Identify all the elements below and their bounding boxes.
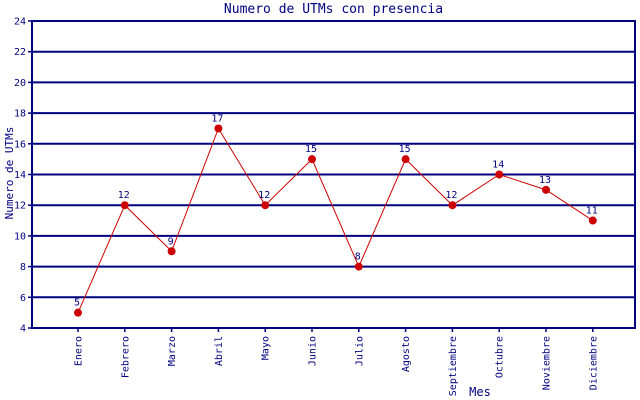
- x-tick-label: Septiembre: [448, 336, 459, 396]
- x-tick-label: Mayo: [261, 336, 272, 360]
- y-tick-label: 12: [14, 201, 26, 212]
- y-tick-label: 4: [20, 324, 26, 335]
- data-line: [77, 127, 594, 313]
- data-point-label: 14: [492, 160, 504, 171]
- x-tick-label: Febrero: [120, 336, 131, 378]
- y-tick-label: 6: [20, 293, 26, 304]
- data-point-label: 12: [258, 190, 270, 201]
- grid-lines: [32, 50, 635, 299]
- data-point-marker: [120, 201, 129, 210]
- x-tick-label: Abril: [214, 336, 225, 366]
- chart-title: Numero de UTMs con presencia: [223, 2, 444, 17]
- y-tick-label: 8: [20, 262, 26, 273]
- x-tick-label: Noviembre: [542, 336, 553, 390]
- y-axis-title: Numero de UTMs: [3, 126, 16, 220]
- x-axis-title: Mes: [469, 385, 491, 399]
- data-point-marker: [542, 185, 550, 194]
- y-tick-label: 14: [14, 170, 26, 181]
- y-tick-label: 18: [14, 109, 26, 120]
- data-point-marker: [167, 247, 176, 256]
- data-point-label: 9: [168, 236, 174, 247]
- data-point-label: 17: [211, 113, 223, 124]
- data-point-label: 15: [305, 144, 317, 155]
- y-tick-label: 20: [14, 78, 26, 89]
- data-point-label: 5: [74, 298, 80, 309]
- data-point-label: 15: [399, 144, 411, 155]
- data-point-marker: [588, 216, 597, 225]
- x-tick-label: Marzo: [167, 336, 178, 366]
- data-point-marker: [308, 155, 316, 164]
- data-point-marker: [214, 124, 223, 133]
- y-tick-label: 10: [14, 231, 26, 242]
- y-axis: 4 6 8 10 12 14 16 18 20 22 24: [14, 17, 32, 335]
- x-tick-label: Enero: [74, 336, 85, 366]
- x-tick-label: Diciembre: [588, 336, 599, 390]
- data-point-marker: [448, 201, 457, 210]
- y-tick-label: 24: [14, 17, 26, 28]
- data-point-label: 13: [539, 175, 551, 186]
- data-point-marker: [74, 308, 82, 317]
- y-tick-label: 16: [14, 139, 26, 150]
- data-point-label: 12: [445, 190, 457, 201]
- data-point-marker: [261, 201, 270, 210]
- data-point-marker: [354, 262, 363, 271]
- data-point-label: 11: [586, 206, 598, 217]
- data-point-marker: [495, 170, 504, 179]
- data-point-label: 12: [118, 190, 130, 201]
- data-point-label: 8: [355, 252, 361, 263]
- x-axis: Enero Febrero Marzo Abril Mayo Junio Julio Agos…: [74, 328, 599, 396]
- x-tick-label: Julio: [354, 336, 365, 366]
- x-tick-label: Octubre: [495, 336, 506, 378]
- data-point-marker: [401, 155, 410, 164]
- x-tick-label: Junio: [308, 336, 319, 366]
- x-tick-label: Agosto: [401, 336, 412, 372]
- data-points: 5 12 9 17 12 15 8 15 12 14 13 11: [74, 113, 598, 317]
- y-tick-label: 22: [14, 47, 26, 58]
